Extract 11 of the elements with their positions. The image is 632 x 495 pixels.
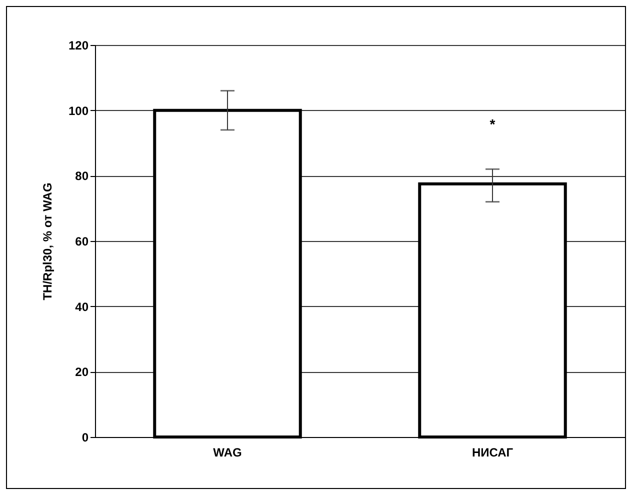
y-tick-label: 60 bbox=[75, 234, 89, 248]
y-tick-label: 120 bbox=[68, 38, 89, 52]
y-tick-label: 100 bbox=[68, 104, 89, 118]
y-tick-label: 80 bbox=[75, 169, 89, 184]
y-axis-title: TH/Rpl30, % от WAG bbox=[40, 182, 54, 300]
y-tick-label: 40 bbox=[75, 300, 89, 314]
x-tick-label: НИСАГ bbox=[472, 446, 514, 460]
x-tick-label: WAG bbox=[213, 446, 242, 460]
y-tick-label: 0 bbox=[82, 430, 89, 444]
annotation: * bbox=[490, 116, 496, 132]
y-tick-label: 20 bbox=[75, 365, 89, 380]
